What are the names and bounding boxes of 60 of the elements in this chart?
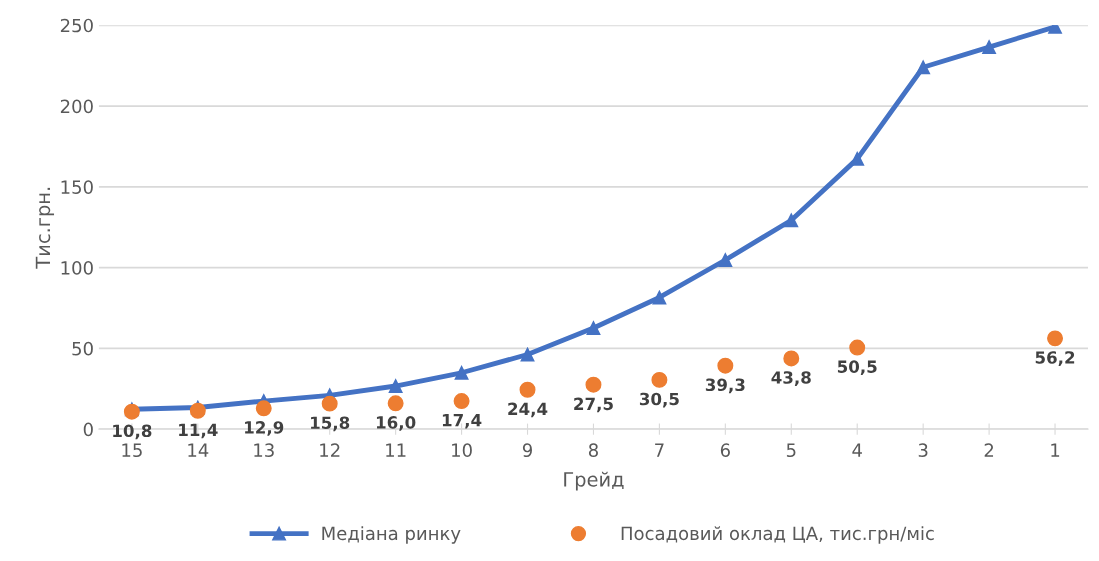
data-label: 15,8 <box>311 416 350 432</box>
data-label: 11,4 <box>179 423 218 439</box>
legend-label: Медіана ринку <box>322 526 461 544</box>
x-tick-label: 8 <box>588 443 598 458</box>
point <box>453 393 470 410</box>
x-tick-label: 4 <box>852 443 862 457</box>
point <box>652 290 667 305</box>
point <box>519 381 536 398</box>
y-tick-label: 50 <box>72 341 93 356</box>
x-tick-label: 1 <box>1051 443 1060 457</box>
point <box>520 347 535 362</box>
point <box>454 365 469 380</box>
x-tick-label: 14 <box>188 443 209 457</box>
point <box>717 357 734 374</box>
x-tick-label: 2 <box>984 443 994 457</box>
data-label: 12,9 <box>245 421 284 436</box>
y-tick-label: 100 <box>61 261 93 275</box>
point <box>850 151 865 166</box>
point <box>189 402 206 419</box>
data-label: 24,4 <box>508 402 548 418</box>
x-tick-label: 5 <box>786 443 796 458</box>
y-tick-label: 150 <box>61 180 93 194</box>
point <box>916 60 931 75</box>
y-tick-label: 250 <box>60 18 93 33</box>
data-label: 39,3 <box>705 378 745 394</box>
x-tick-label: 12 <box>320 443 340 457</box>
point <box>784 213 799 228</box>
point <box>783 350 800 367</box>
point <box>651 371 668 388</box>
x-tick-label: 10 <box>452 443 472 458</box>
point <box>255 400 272 417</box>
data-label: 30,5 <box>639 392 679 408</box>
x-tick-label: 3 <box>918 443 928 458</box>
legend-label: Посадовий оклад ЦА, тис.грн/міс <box>621 526 934 544</box>
y-tick-label: 200 <box>60 99 93 114</box>
x-axis-title: Грейд <box>564 471 624 491</box>
data-label: 27,5 <box>574 397 613 413</box>
point <box>586 321 601 335</box>
x-tick-label: 13 <box>254 443 274 458</box>
point <box>982 40 997 55</box>
point <box>718 253 733 267</box>
x-tick-label: 15 <box>122 443 142 458</box>
point <box>849 339 866 356</box>
point <box>585 376 602 393</box>
point <box>387 395 404 412</box>
x-tick-label: 9 <box>522 443 532 458</box>
data-label: 16,0 <box>376 416 416 431</box>
data-label: 10,8 <box>113 424 152 440</box>
point <box>1047 330 1064 347</box>
data-label: 17,4 <box>442 414 482 429</box>
data-label: 50,5 <box>837 360 877 376</box>
data-label: 56,2 <box>1035 351 1075 366</box>
y-tick-label: 0 <box>83 422 93 437</box>
point <box>321 395 338 412</box>
y-axis-title: Тис.грн. <box>35 187 55 269</box>
data-label: 43,8 <box>771 371 811 386</box>
x-tick-label: 7 <box>655 443 664 457</box>
point <box>388 379 403 393</box>
x-tick-label: 11 <box>386 443 406 457</box>
x-tick-label: 6 <box>720 443 730 458</box>
